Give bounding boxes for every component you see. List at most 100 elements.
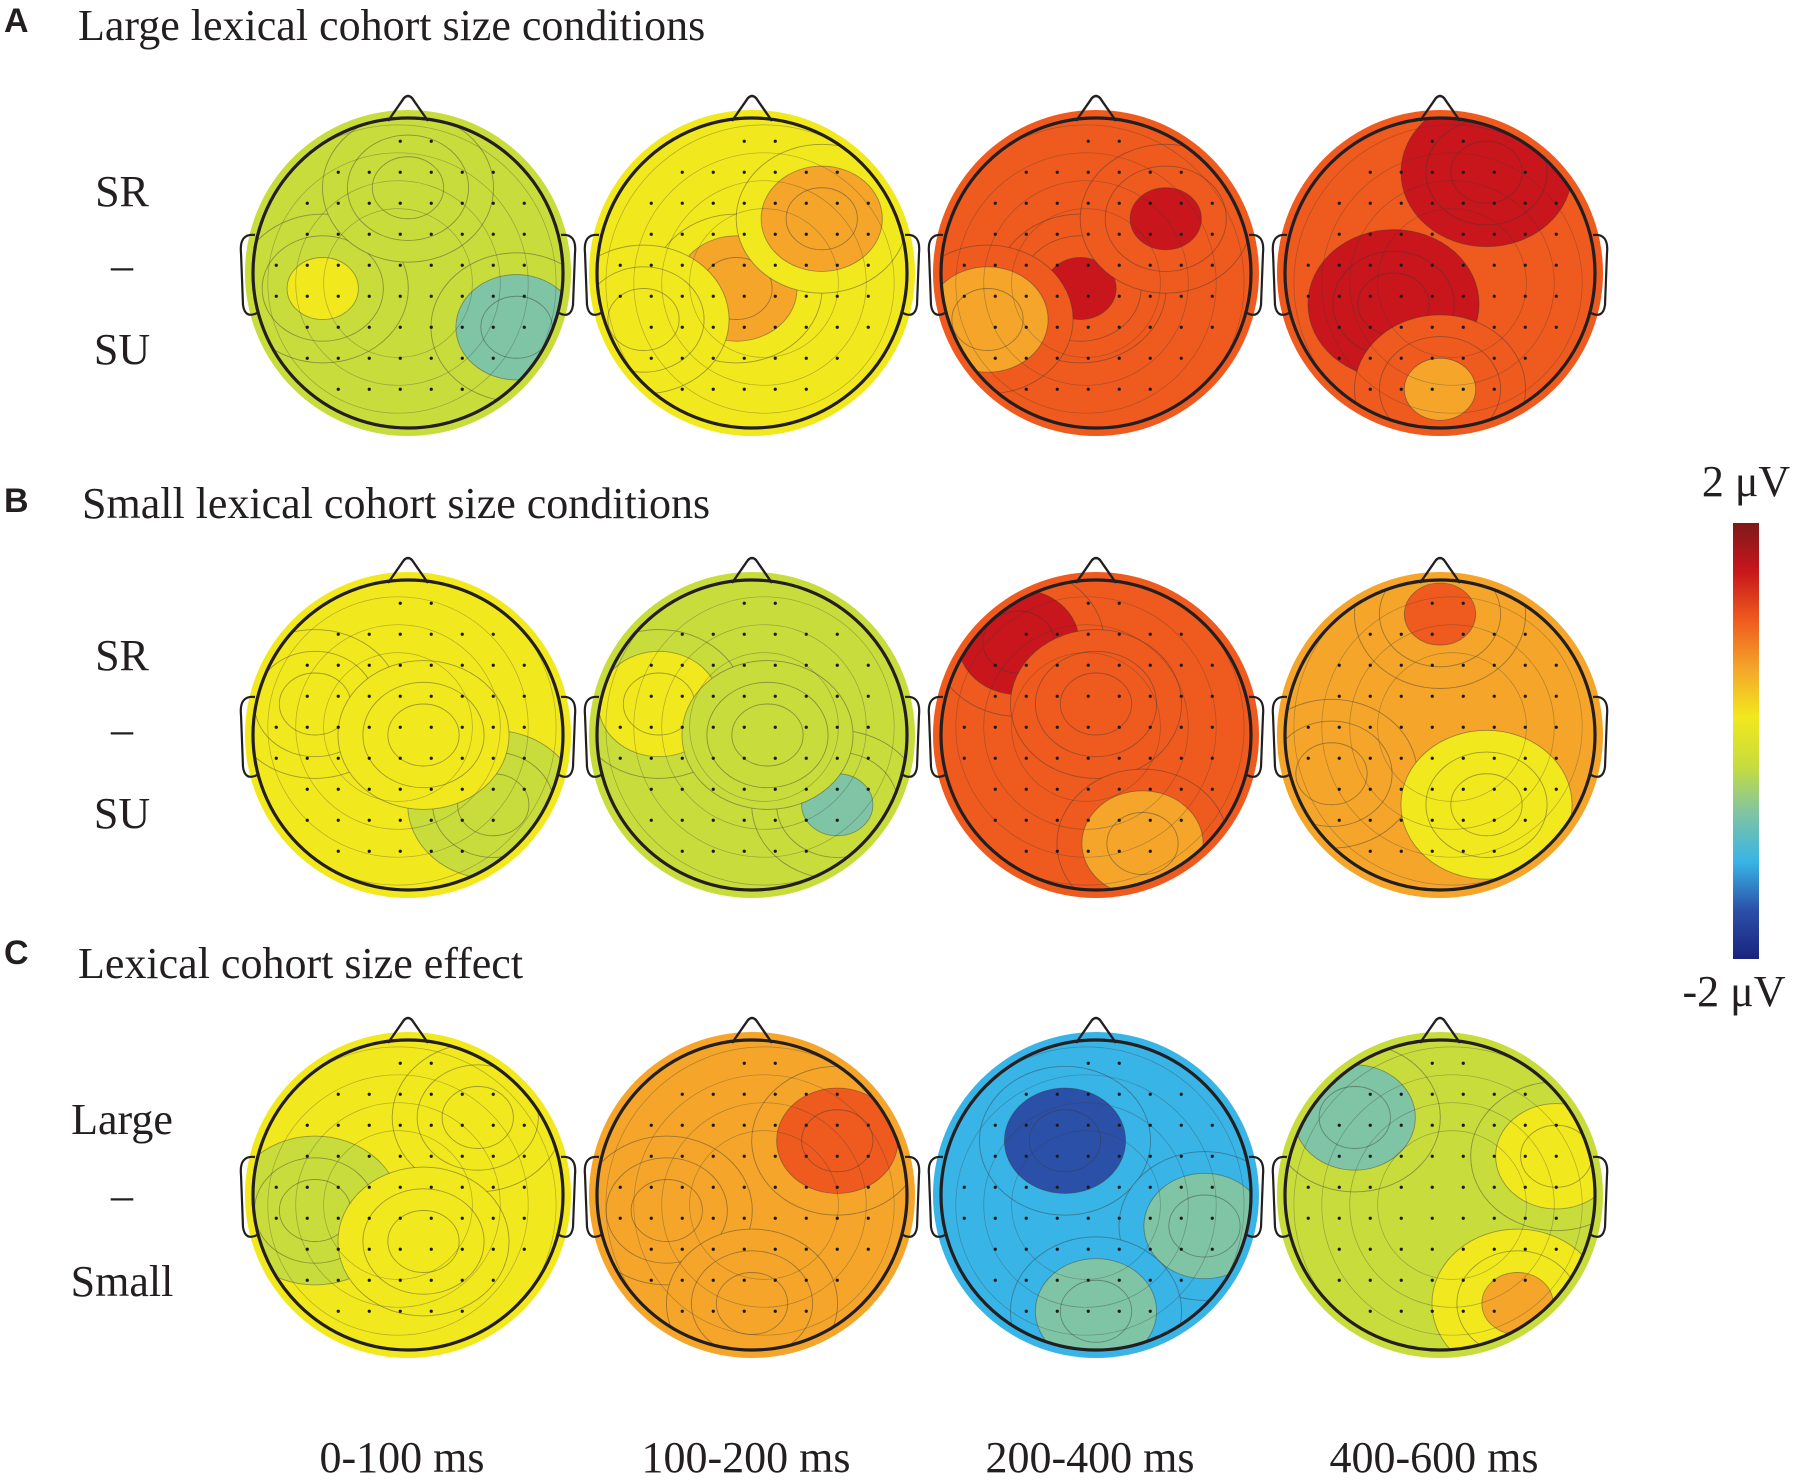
topomap-contour: [605, 124, 907, 428]
electrode-dot: [711, 1092, 715, 1096]
electrode-dot: [835, 170, 839, 174]
electrode-dot: [649, 263, 653, 267]
electrode-dot: [1337, 725, 1341, 729]
electrode-dot: [305, 356, 309, 360]
electrode-dot: [1086, 387, 1090, 391]
electrode-dot: [1117, 694, 1121, 698]
nose-icon: [387, 1016, 429, 1044]
electrode-dot: [336, 1154, 340, 1158]
electrode-dot: [742, 1123, 746, 1127]
electrode-dot: [1117, 139, 1121, 143]
electrode-dot: [1086, 787, 1090, 791]
left-ear-icon: [583, 1155, 602, 1238]
electrode-dot: [336, 632, 340, 636]
electrode-dot: [835, 201, 839, 205]
electrode-dot: [429, 1092, 433, 1096]
electrode-dot: [1399, 694, 1403, 698]
electrode-dot: [1210, 787, 1214, 791]
electrode-dot: [429, 201, 433, 205]
electrode-dot: [1024, 170, 1028, 174]
electrode-dot: [742, 601, 746, 605]
electrode-dot: [1554, 787, 1558, 791]
electrode-dot: [866, 1185, 870, 1189]
topomap-region: [1318, 1086, 1391, 1149]
electrode-dot: [680, 1154, 684, 1158]
electrode-dot: [1368, 725, 1372, 729]
electrode-dot: [1523, 787, 1527, 791]
topomap-region: [1059, 1279, 1133, 1343]
electrode-dot: [1399, 1278, 1403, 1282]
electrode-dot: [1055, 232, 1059, 236]
topomap-contour: [253, 124, 557, 428]
electrode-dot: [866, 694, 870, 698]
electrode-dot: [305, 263, 309, 267]
electrode-dot: [1554, 725, 1558, 729]
electrode-dot: [1055, 325, 1059, 329]
electrode-dot: [1461, 1278, 1465, 1282]
electrode-dot: [429, 1247, 433, 1251]
electrode-dot: [1148, 849, 1152, 853]
electrode-dot: [835, 1123, 839, 1127]
electrode-dot: [1086, 725, 1090, 729]
electrode-dot: [305, 694, 309, 698]
electrode-dot: [1461, 294, 1465, 298]
electrode-dot: [398, 663, 402, 667]
head-outline: [1283, 116, 1597, 430]
electrode-dot: [305, 1185, 309, 1189]
electrode-dot: [398, 1123, 402, 1127]
head-outline: [939, 116, 1253, 430]
electrode-dot: [835, 663, 839, 667]
electrode-dot: [618, 756, 622, 760]
left-ear-icon: [927, 233, 946, 316]
electrode-dot: [835, 232, 839, 236]
electrode-dot: [367, 1123, 371, 1127]
electrode-dot: [1368, 1309, 1372, 1313]
electrode-dot: [618, 1185, 622, 1189]
electrode-dot: [429, 263, 433, 267]
electrode-dot: [804, 294, 808, 298]
topomap-contour: [1011, 652, 1161, 802]
electrode-dot: [367, 818, 371, 822]
electrode-dot: [1148, 725, 1152, 729]
electrode-dot: [1430, 325, 1434, 329]
electrode-dot: [1492, 1092, 1496, 1096]
electrode-dot: [1430, 725, 1434, 729]
electrode-dot: [336, 387, 340, 391]
electrode-dot: [491, 1216, 495, 1220]
right-ear-icon: [902, 1155, 921, 1238]
electrode-dot: [1337, 1216, 1341, 1220]
electrode-dot: [491, 294, 495, 298]
electrode-dot: [1368, 1185, 1372, 1189]
electrode-dot: [367, 632, 371, 636]
topomap-region: [1106, 812, 1179, 875]
electrode-dot: [429, 756, 433, 760]
electrode-dot: [1368, 849, 1372, 853]
electrode-dot: [711, 849, 715, 853]
electrode-dot: [711, 170, 715, 174]
electrode-dot: [398, 170, 402, 174]
electrode-dot: [680, 1309, 684, 1313]
electrode-dot: [398, 356, 402, 360]
electrode-dot: [1430, 663, 1434, 667]
nose-icon: [1419, 94, 1461, 122]
electrode-dot: [773, 1092, 777, 1096]
electrode-dot: [1086, 1123, 1090, 1127]
topomap-region: [387, 703, 460, 767]
electrode-dot: [773, 201, 777, 205]
electrode-dot: [742, 1185, 746, 1189]
electrode-dot: [1430, 294, 1434, 298]
electrode-dot: [866, 1154, 870, 1158]
panel-b-label-bottom: SU: [93, 789, 151, 838]
electrode-dot: [429, 232, 433, 236]
electrode-dot: [835, 1154, 839, 1158]
electrode-dot: [1148, 663, 1152, 667]
panel-b-label-mid: –: [111, 705, 133, 754]
electrode-dot: [962, 263, 966, 267]
electrode-dot: [804, 201, 808, 205]
electrode-dot: [1399, 632, 1403, 636]
electrode-dot: [742, 1061, 746, 1065]
electrode-dot: [962, 725, 966, 729]
electrode-dot: [1554, 263, 1558, 267]
electrode-dot: [680, 387, 684, 391]
electrode-dot: [336, 1185, 340, 1189]
